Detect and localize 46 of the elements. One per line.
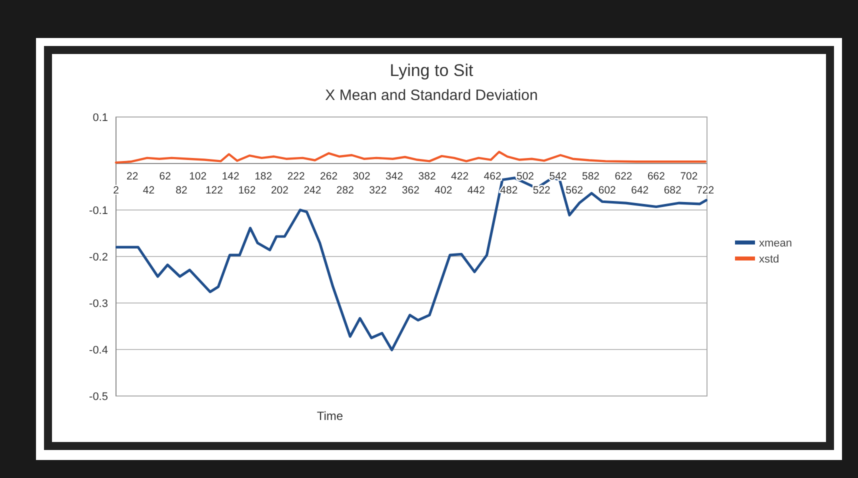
x-tick-label: 642 [631,184,649,196]
x2-tick-label: 382 [418,170,436,182]
x2-tick-label: 22 [126,170,138,182]
y-tick-label: -0.4 [89,344,108,356]
x2-tick-label: 142 [222,170,240,182]
x-tick-label: 282 [336,184,354,196]
x-tick-label: 602 [598,184,616,196]
x-tick-label: 522 [532,184,551,196]
x2-tick-label: 582 [582,170,600,182]
x2-tick-label: 182 [254,170,272,182]
x-tick-label: 402 [434,184,452,196]
x2-tick-label: 462 [484,170,502,182]
y-tick-label: -0.2 [89,252,108,264]
x-axis-title: Time [316,409,344,423]
chart-title: Lying to Sit [390,61,474,80]
line-series [114,150,706,164]
x2-tick-label: 222 [287,170,305,182]
legend-label: xstd [759,254,780,266]
y-tick-label: -0.5 [89,391,108,403]
x-tick-label: 162 [238,184,256,196]
x-tick-label: 682 [664,184,682,196]
y-tick-label: -0.3 [89,298,108,310]
x-tick-label: 202 [270,184,289,196]
x-tick-label: 82 [176,184,188,196]
x2-tick-label: 422 [451,170,469,182]
x-tick-label: 562 [566,184,584,196]
x2-tick-label: 342 [386,170,404,182]
x2-tick-label: 702 [680,170,698,182]
y-tick-label: -0.1 [89,205,108,217]
x2-tick-label: 662 [647,170,666,182]
x-tick-label: 362 [402,184,420,196]
x2-tick-label: 622 [614,170,632,182]
x2-tick-label: 102 [189,170,207,182]
x-tick-label: 122 [205,184,224,196]
chart-subtitle: X Mean and Standard Deviation [325,87,538,104]
x-tick-label: 42 [142,184,155,196]
x-tick-label: 442 [467,184,486,196]
y-tick-label: 0.1 [92,112,108,124]
x-tick-label: 322 [369,184,387,196]
x2-tick-label: 62 [159,170,172,182]
x2-tick-label: 262 [320,170,338,182]
x-tick-label: 722 [696,184,714,196]
legend-label: xmean [759,238,792,250]
x2-tick-label: 302 [352,170,370,182]
x2-tick-label: 502 [516,170,534,182]
x-tick-label: 242 [304,184,322,196]
